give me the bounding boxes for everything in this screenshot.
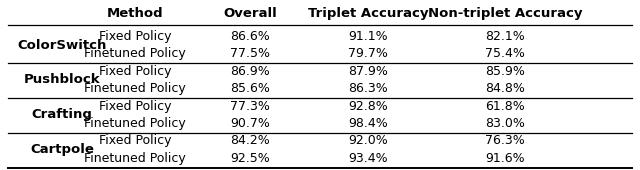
Text: Triplet Accuracy: Triplet Accuracy — [308, 7, 428, 20]
Text: Finetuned Policy: Finetuned Policy — [84, 47, 186, 60]
Text: Non-triplet Accuracy: Non-triplet Accuracy — [428, 7, 582, 20]
Text: 84.8%: 84.8% — [485, 82, 525, 95]
Text: 91.1%: 91.1% — [348, 30, 388, 43]
Text: 86.9%: 86.9% — [230, 65, 270, 78]
Text: Finetuned Policy: Finetuned Policy — [84, 117, 186, 130]
Text: Fixed Policy: Fixed Policy — [99, 100, 172, 113]
Text: 90.7%: 90.7% — [230, 117, 270, 130]
Text: Method: Method — [107, 7, 163, 20]
Text: Overall: Overall — [223, 7, 276, 20]
Text: Finetuned Policy: Finetuned Policy — [84, 152, 186, 165]
Text: Fixed Policy: Fixed Policy — [99, 30, 172, 43]
Text: Finetuned Policy: Finetuned Policy — [84, 82, 186, 95]
Text: 77.5%: 77.5% — [230, 47, 270, 60]
Text: 83.0%: 83.0% — [485, 117, 525, 130]
Text: 84.2%: 84.2% — [230, 134, 270, 147]
Text: 82.1%: 82.1% — [485, 30, 525, 43]
Text: 75.4%: 75.4% — [485, 47, 525, 60]
Text: 92.8%: 92.8% — [348, 100, 388, 113]
Text: 92.5%: 92.5% — [230, 152, 270, 165]
Text: Crafting: Crafting — [31, 108, 92, 121]
Text: 61.8%: 61.8% — [485, 100, 525, 113]
Text: 76.3%: 76.3% — [485, 134, 525, 147]
Text: 77.3%: 77.3% — [230, 100, 270, 113]
Text: 85.6%: 85.6% — [230, 82, 270, 95]
Text: 85.9%: 85.9% — [485, 65, 525, 78]
Text: Fixed Policy: Fixed Policy — [99, 134, 172, 147]
Text: Cartpole: Cartpole — [30, 143, 94, 156]
Text: ColorSwitch: ColorSwitch — [17, 39, 107, 52]
Text: 86.6%: 86.6% — [230, 30, 270, 43]
Text: 79.7%: 79.7% — [348, 47, 388, 60]
Text: Pushblock: Pushblock — [24, 73, 100, 87]
Text: 91.6%: 91.6% — [485, 152, 525, 165]
Text: 92.0%: 92.0% — [348, 134, 388, 147]
Text: 87.9%: 87.9% — [348, 65, 388, 78]
Text: 98.4%: 98.4% — [348, 117, 388, 130]
Text: Fixed Policy: Fixed Policy — [99, 65, 172, 78]
Text: 86.3%: 86.3% — [348, 82, 388, 95]
Text: 93.4%: 93.4% — [348, 152, 388, 165]
